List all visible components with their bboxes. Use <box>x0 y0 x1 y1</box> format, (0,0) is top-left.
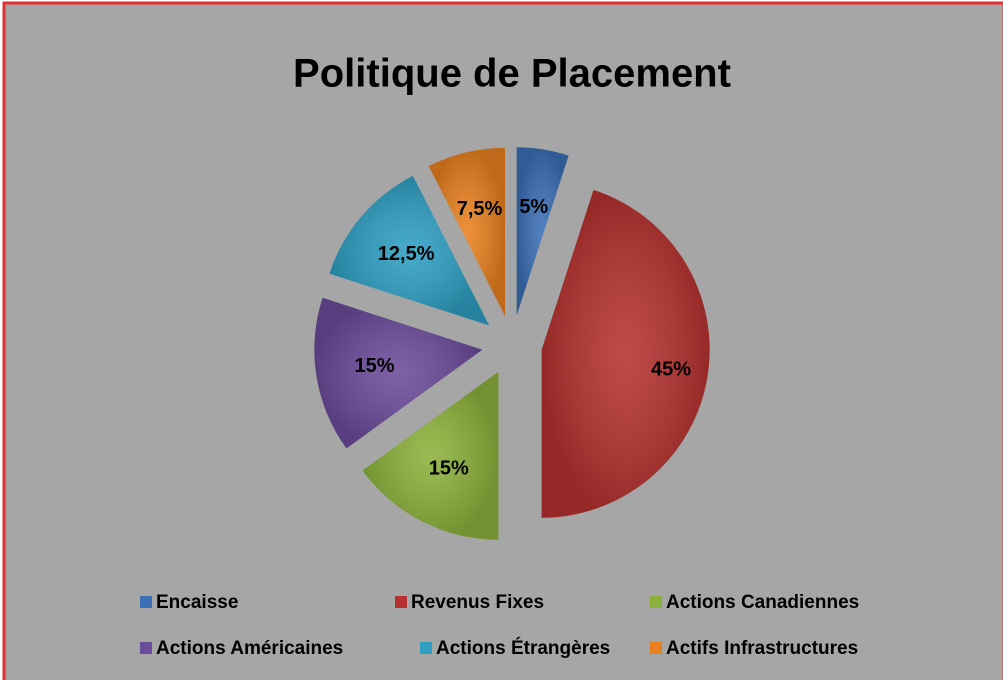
legend-label: Revenus Fixes <box>411 592 544 613</box>
legend-label: Actions Canadiennes <box>666 592 859 613</box>
slice-shade <box>314 297 483 449</box>
legend-swatch <box>395 596 407 608</box>
legend-swatch <box>140 596 152 608</box>
legend-swatch <box>650 642 662 654</box>
slice-shade <box>516 147 569 316</box>
slice-shade <box>541 189 710 518</box>
data-label: 7,5% <box>457 198 503 220</box>
data-label: 5% <box>519 196 548 218</box>
legend-swatch <box>420 642 432 654</box>
legend-label: Actions Étrangères <box>436 637 610 659</box>
legend-label: Actifs Infrastructures <box>666 638 858 659</box>
data-label: 12,5% <box>378 243 435 265</box>
data-label: 15% <box>354 355 394 377</box>
slice-shade <box>329 175 490 326</box>
chart-title: Politique de Placement <box>293 52 731 96</box>
legend-label: Encaisse <box>156 592 238 613</box>
legend-swatch <box>140 642 152 654</box>
slice-shade <box>362 371 499 540</box>
data-label: 15% <box>429 457 469 479</box>
legend-swatch <box>650 596 662 608</box>
legend-label: Actions Américaines <box>156 638 343 659</box>
slice-shade <box>428 147 505 316</box>
data-label: 45% <box>651 358 691 380</box>
